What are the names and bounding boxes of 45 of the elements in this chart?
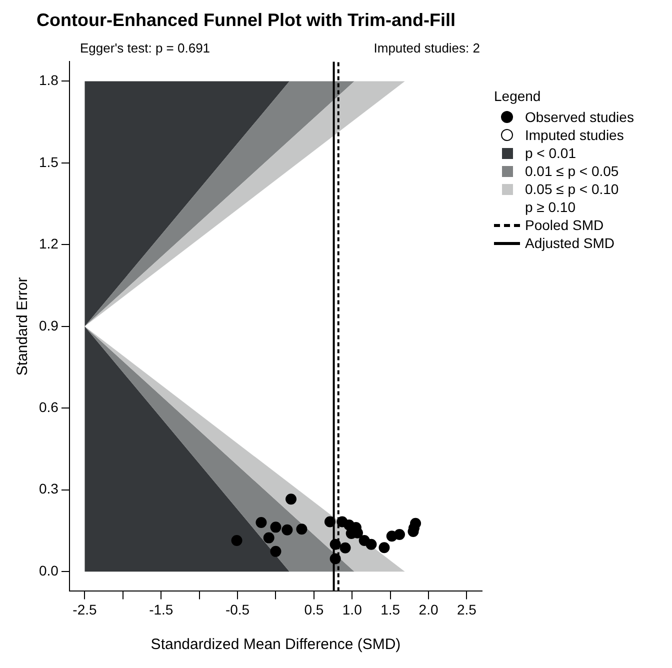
x-tick-label: 1.5	[380, 601, 400, 618]
x-axis-title: Standardized Mean Difference (SMD)	[150, 636, 401, 654]
point	[330, 553, 341, 564]
y-tick-label: 0.0	[38, 562, 59, 578]
y-tick-label: 1.2	[38, 236, 59, 252]
text: Imputed studies: 2	[374, 40, 480, 56]
y-tick-label: 0.6	[38, 398, 59, 415]
x-tick-label: -2.5	[72, 601, 98, 618]
point	[263, 532, 274, 544]
text: p ≥ 0.10	[525, 199, 576, 215]
legend-label: Observed studies	[525, 109, 634, 125]
point	[330, 538, 341, 550]
point	[270, 522, 282, 533]
point	[256, 517, 267, 528]
point	[378, 542, 390, 554]
point	[286, 494, 297, 505]
x-tick-label: -1.5	[149, 601, 174, 618]
point	[410, 518, 422, 529]
y-axis-title: Standard Error	[14, 277, 32, 376]
point	[324, 516, 336, 528]
legend-label: 0.01 ≤ p < 0.05	[525, 163, 619, 179]
y-tick-label: 1.5	[38, 154, 59, 170]
legend-title: Legend	[494, 88, 542, 104]
x-tick-label: 2.5	[456, 601, 477, 618]
legend-label: Adjusted SMD	[525, 235, 614, 251]
legend-label: p < 0.01	[525, 145, 576, 161]
chart-title: Contour-Enhanced Funnel Plot with Trim-and-Fill	[36, 10, 456, 30]
y-tick-label: 0.3	[38, 480, 59, 497]
legend-label: Imputed studies	[525, 127, 624, 143]
point	[394, 529, 405, 540]
text: Egger's test: p = 0.691	[80, 40, 210, 56]
point	[270, 546, 282, 557]
y-tick-label: 1.8	[38, 72, 59, 88]
x-tick-label: 2.0	[418, 601, 438, 618]
point	[296, 524, 308, 535]
x-tick-label: -0.5	[225, 601, 250, 618]
x-tick-label: 0.5	[304, 601, 324, 618]
point	[366, 538, 377, 550]
legend-label: Pooled SMD	[525, 217, 604, 233]
point	[231, 535, 242, 546]
y-tick-label: 0.9	[38, 317, 59, 334]
legend-label: 0.05 ≤ p < 0.10	[525, 181, 619, 197]
point	[282, 524, 293, 536]
point	[340, 542, 351, 554]
x-tick-label: 1.0	[342, 601, 362, 618]
